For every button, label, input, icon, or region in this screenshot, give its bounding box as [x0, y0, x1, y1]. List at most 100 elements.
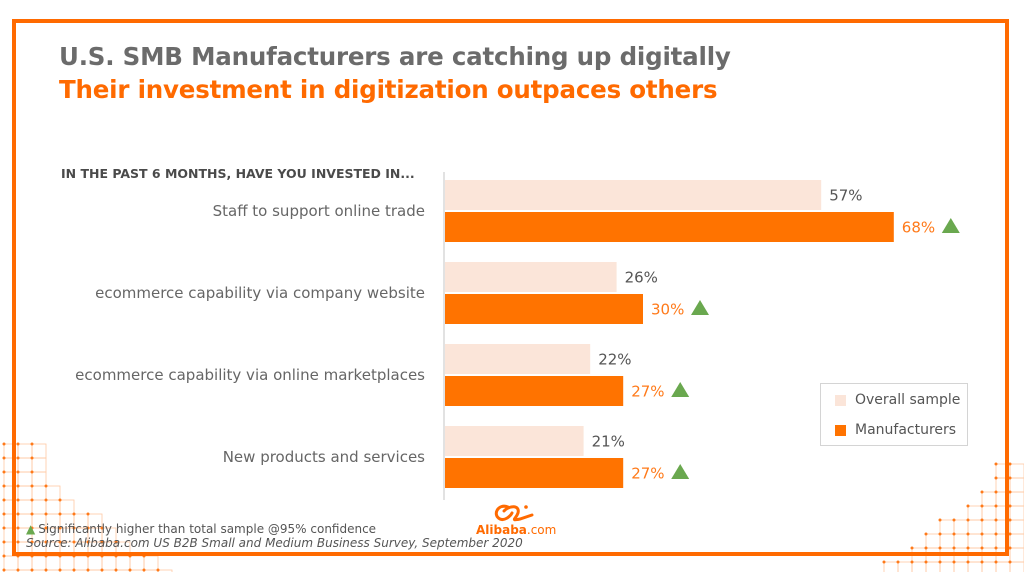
grid-dot	[910, 560, 914, 564]
grid-dot	[72, 526, 76, 530]
footnote: ▲ Significantly higher than total sample …	[26, 522, 376, 536]
category-label: ecommerce capability via online marketpl…	[75, 366, 425, 384]
grid-dot	[938, 532, 942, 536]
significance-triangle-icon	[671, 464, 690, 479]
grid-dot	[994, 518, 998, 522]
grid-dot	[44, 484, 48, 488]
grid-dot	[16, 526, 20, 530]
grid-dot	[58, 512, 62, 516]
alibaba-logo-icon	[494, 504, 534, 522]
grid-dot	[2, 568, 6, 572]
grid-dot	[1008, 504, 1012, 508]
grid-dot	[952, 546, 956, 550]
grid-dot	[100, 568, 104, 572]
grid-dot	[44, 568, 48, 572]
grid-dot	[1008, 490, 1012, 494]
source-note: Source: Alibaba.com US B2B Small and Med…	[26, 536, 523, 550]
grid-dot	[1008, 476, 1012, 480]
grid-dot	[938, 560, 942, 564]
grid-cell	[73, 569, 89, 572]
grid-cell	[115, 569, 131, 572]
slide-subtitle: Their investment in digitization outpace…	[59, 75, 718, 104]
grid-dot	[2, 498, 6, 502]
grid-dot	[86, 526, 90, 530]
grid-dot	[2, 512, 6, 516]
grid-dot	[16, 512, 20, 516]
alibaba-logo: Alibaba.com	[476, 501, 556, 537]
grid-dot	[16, 498, 20, 502]
slide-title: U.S. SMB Manufacturers are catching up d…	[59, 42, 731, 71]
grid-dot	[30, 456, 34, 460]
alibaba-wordmark: Alibaba.com	[476, 523, 556, 537]
grid-dot	[30, 526, 34, 530]
grid-dot	[16, 442, 20, 446]
data-label-manufacturers: 27%	[631, 465, 664, 483]
legend-item-manufacturers: Manufacturers	[835, 422, 956, 438]
grid-dot	[72, 568, 76, 572]
grid-dot	[30, 484, 34, 488]
grid-dot	[980, 490, 984, 494]
grid-dot	[86, 540, 90, 544]
grid-cell	[17, 569, 33, 572]
logo-suffix: .com	[526, 523, 557, 537]
bar-manufacturers	[445, 212, 894, 242]
data-label-overall: 57%	[829, 187, 862, 205]
grid-cell	[87, 569, 103, 572]
significance-triangle-icon	[941, 218, 960, 233]
grid-dot	[1008, 532, 1012, 536]
bar-manufacturers	[445, 458, 624, 488]
grid-dot	[72, 540, 76, 544]
grid-dot	[994, 490, 998, 494]
grid-dot	[994, 462, 998, 466]
grid-dot	[156, 568, 160, 572]
grid-dot	[980, 504, 984, 508]
grid-dot	[30, 498, 34, 502]
data-label-manufacturers: 30%	[651, 301, 684, 319]
grid-dot	[882, 560, 886, 564]
grid-dot	[16, 484, 20, 488]
grid-dot	[142, 568, 146, 572]
grid-dot	[924, 532, 928, 536]
legend-label: Overall sample	[855, 392, 961, 408]
bar-manufacturers	[445, 294, 643, 324]
grid-dot	[2, 540, 6, 544]
grid-cell	[3, 569, 19, 572]
chart-legend: Overall sample Manufacturers	[820, 383, 968, 446]
significance-triangle-icon	[691, 300, 709, 315]
grid-dot	[980, 560, 984, 564]
grid-dot	[16, 540, 20, 544]
grid-dot	[1008, 462, 1012, 466]
grid-dot	[16, 568, 20, 572]
data-label-manufacturers: 27%	[631, 383, 664, 401]
bar-overall-sample	[445, 426, 584, 456]
grid-dot	[86, 568, 90, 572]
grid-dot	[30, 568, 34, 572]
grid-dot	[16, 456, 20, 460]
grid-dot	[30, 442, 34, 446]
grid-dot	[114, 540, 118, 544]
grid-dot	[2, 484, 6, 488]
grid-dot	[994, 546, 998, 550]
grid-dot	[994, 504, 998, 508]
bar-overall-sample	[445, 262, 617, 292]
grid-dot	[994, 560, 998, 564]
grid-dot	[44, 512, 48, 516]
data-label-manufacturers: 68%	[902, 219, 935, 237]
grid-dot	[966, 518, 970, 522]
grid-dot	[86, 512, 90, 516]
grid-cell	[157, 569, 173, 572]
bar-overall-sample	[445, 180, 822, 210]
grid-dot	[924, 560, 928, 564]
grid-dot	[2, 470, 6, 474]
grid-dot	[2, 456, 6, 460]
category-label: ecommerce capability via company website	[95, 284, 425, 302]
logo-brand: Alibaba	[476, 523, 527, 537]
grid-dot	[30, 470, 34, 474]
grid-dot	[938, 546, 942, 550]
grid-dot	[128, 568, 132, 572]
grid-dot	[966, 546, 970, 550]
grid-dot	[952, 518, 956, 522]
data-label-overall: 26%	[625, 269, 658, 287]
legend-label: Manufacturers	[855, 422, 957, 438]
grid-dot	[44, 526, 48, 530]
